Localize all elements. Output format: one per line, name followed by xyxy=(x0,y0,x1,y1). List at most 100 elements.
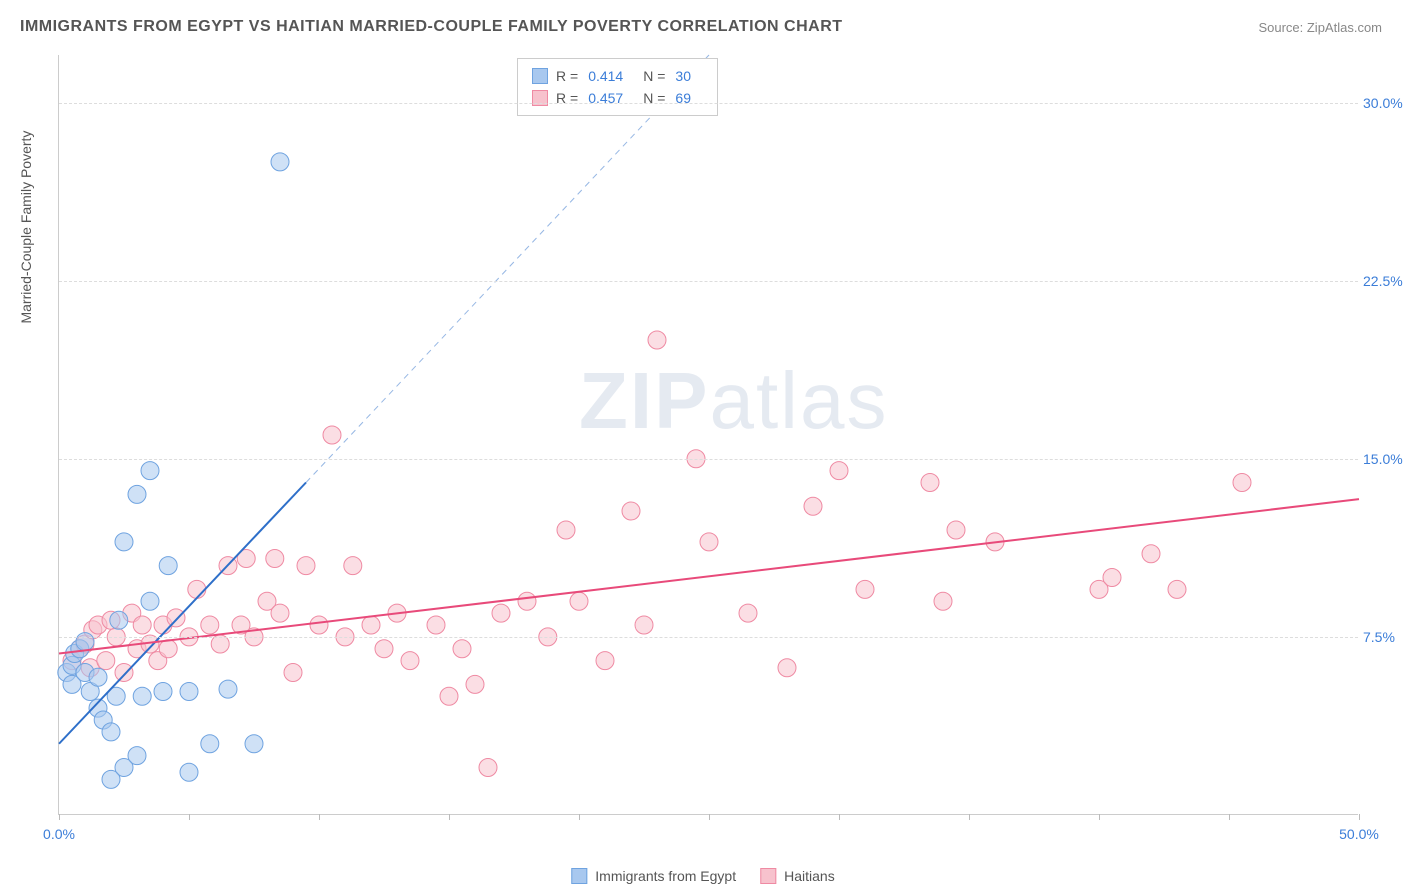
data-point xyxy=(934,592,952,610)
swatch-haitians xyxy=(760,868,776,884)
data-point xyxy=(284,664,302,682)
x-tick xyxy=(579,814,580,820)
y-tick-label: 15.0% xyxy=(1363,451,1406,467)
x-tick xyxy=(449,814,450,820)
data-point xyxy=(141,592,159,610)
x-tick xyxy=(59,814,60,820)
data-point xyxy=(102,723,120,741)
chart-plot-area: ZIPatlas R = 0.414 N = 30 R = 0.457 N = … xyxy=(58,55,1358,815)
data-point xyxy=(648,331,666,349)
gridline xyxy=(59,103,1358,104)
data-point xyxy=(375,640,393,658)
x-tick xyxy=(1359,814,1360,820)
data-point xyxy=(440,687,458,705)
data-point xyxy=(201,735,219,753)
data-point xyxy=(159,640,177,658)
swatch-haitians xyxy=(532,90,548,106)
data-point xyxy=(128,485,146,503)
data-point xyxy=(323,426,341,444)
series-legend: Immigrants from Egypt Haitians xyxy=(571,868,834,884)
x-tick xyxy=(189,814,190,820)
correlation-legend: R = 0.414 N = 30 R = 0.457 N = 69 xyxy=(517,58,718,116)
data-point xyxy=(245,735,263,753)
x-tick-label: 0.0% xyxy=(43,826,75,842)
data-point xyxy=(310,616,328,634)
y-tick-label: 30.0% xyxy=(1363,95,1406,111)
data-point xyxy=(947,521,965,539)
x-tick xyxy=(709,814,710,820)
chart-title: IMMIGRANTS FROM EGYPT VS HAITIAN MARRIED… xyxy=(20,18,843,36)
y-axis-label: Married-Couple Family Poverty xyxy=(18,131,34,324)
data-point xyxy=(141,462,159,480)
data-point xyxy=(401,652,419,670)
data-point xyxy=(110,611,128,629)
data-point xyxy=(596,652,614,670)
data-point xyxy=(344,557,362,575)
x-tick xyxy=(319,814,320,820)
data-point xyxy=(1103,569,1121,587)
gridline xyxy=(59,459,1358,460)
data-point xyxy=(570,592,588,610)
x-tick xyxy=(1229,814,1230,820)
data-point xyxy=(1168,580,1186,598)
y-tick-label: 22.5% xyxy=(1363,273,1406,289)
data-point xyxy=(1233,474,1251,492)
data-point xyxy=(180,683,198,701)
data-point xyxy=(115,664,133,682)
swatch-egypt xyxy=(532,68,548,84)
data-point xyxy=(739,604,757,622)
trend-line-extrapolated xyxy=(306,55,709,483)
data-point xyxy=(856,580,874,598)
x-tick-label: 50.0% xyxy=(1339,826,1379,842)
gridline xyxy=(59,637,1358,638)
data-point xyxy=(778,659,796,677)
data-point xyxy=(921,474,939,492)
data-point xyxy=(830,462,848,480)
data-point xyxy=(700,533,718,551)
legend-label: Immigrants from Egypt xyxy=(595,868,736,884)
data-point xyxy=(180,763,198,781)
data-point xyxy=(133,687,151,705)
data-point xyxy=(297,557,315,575)
data-point xyxy=(154,683,172,701)
data-point xyxy=(201,616,219,634)
data-point xyxy=(479,759,497,777)
data-point xyxy=(188,580,206,598)
legend-row-haitians: R = 0.457 N = 69 xyxy=(532,87,703,109)
data-point xyxy=(804,497,822,515)
data-point xyxy=(271,153,289,171)
data-point xyxy=(97,652,115,670)
legend-row-egypt: R = 0.414 N = 30 xyxy=(532,65,703,87)
data-point xyxy=(115,533,133,551)
data-point xyxy=(518,592,536,610)
data-point xyxy=(167,609,185,627)
data-point xyxy=(453,640,471,658)
data-point xyxy=(89,668,107,686)
data-point xyxy=(133,616,151,634)
data-point xyxy=(1142,545,1160,563)
legend-item-egypt: Immigrants from Egypt xyxy=(571,868,736,884)
trend-line xyxy=(59,499,1359,653)
legend-item-haitians: Haitians xyxy=(760,868,835,884)
data-point xyxy=(128,747,146,765)
swatch-egypt xyxy=(571,868,587,884)
legend-label: Haitians xyxy=(784,868,835,884)
data-point xyxy=(159,557,177,575)
data-point xyxy=(76,633,94,651)
x-tick xyxy=(1099,814,1100,820)
data-point xyxy=(362,616,380,634)
data-point xyxy=(427,616,445,634)
source-label: Source: ZipAtlas.com xyxy=(1258,20,1382,35)
y-tick-label: 7.5% xyxy=(1363,629,1406,645)
data-point xyxy=(622,502,640,520)
data-point xyxy=(271,604,289,622)
data-point xyxy=(635,616,653,634)
data-point xyxy=(557,521,575,539)
scatter-svg xyxy=(59,55,1358,814)
data-point xyxy=(466,675,484,693)
gridline xyxy=(59,281,1358,282)
data-point xyxy=(219,680,237,698)
trend-line xyxy=(59,483,306,744)
x-tick xyxy=(969,814,970,820)
x-tick xyxy=(839,814,840,820)
